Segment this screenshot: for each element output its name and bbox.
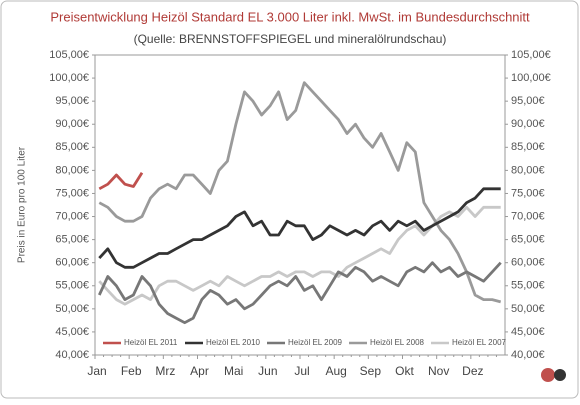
logo: [541, 368, 566, 382]
legend-label: Heizöl EL 2011: [124, 338, 178, 347]
x-tick-label: Feb: [121, 364, 142, 378]
series-line: [98, 261, 502, 325]
y2-tick-label: 95,00€: [511, 95, 545, 107]
x-tick-label: Jan: [87, 364, 106, 378]
y-tick-label: 50,00€: [55, 303, 89, 315]
x-tick-label: Sep: [360, 364, 382, 378]
x-tick-label: Apr: [190, 364, 209, 378]
y-tick-label: 65,00€: [55, 234, 89, 246]
series-line: [98, 187, 501, 269]
y2-tick-label: 105,00€: [511, 49, 551, 61]
chart-subtitle: (Quelle: BRENNSTOFFSPIEGEL und mineralöl…: [134, 32, 447, 46]
chart-title: Preisentwicklung Heizöl Standard EL 3.00…: [50, 9, 530, 24]
y-tick-label: 75,00€: [55, 187, 89, 199]
y-tick-label: 100,00€: [49, 72, 89, 84]
y-tick-label: 45,00€: [55, 326, 89, 338]
y2-tick-label: 75,00€: [511, 187, 545, 199]
series-line: [98, 81, 502, 304]
legend-label: Heizöl EL 2009: [288, 338, 343, 347]
y-tick-label: 90,00€: [55, 118, 89, 130]
y-tick-label: 70,00€: [55, 210, 89, 222]
y2-tick-label: 70,00€: [511, 210, 545, 222]
y-tick-label: 55,00€: [55, 280, 89, 292]
y-tick-label: 80,00€: [55, 164, 89, 176]
y-tick-label: 95,00€: [55, 95, 89, 107]
x-tick-label: Aug: [325, 364, 346, 378]
y-tick-label: 40,00€: [55, 349, 89, 361]
x-tick-label: Dez: [462, 364, 483, 378]
x-tick-label: Mai: [224, 364, 243, 378]
y2-tick-label: 50,00€: [511, 303, 545, 315]
x-tick-label: Okt: [395, 364, 414, 378]
y2-tick-label: 65,00€: [511, 234, 545, 246]
x-tick-label: Jun: [258, 364, 277, 378]
legend-label: Heizöl EL 2008: [370, 338, 425, 347]
y2-tick-label: 80,00€: [511, 164, 545, 176]
series-line: [98, 171, 144, 191]
y2-tick-label: 90,00€: [511, 118, 545, 130]
y-tick-label: 105,00€: [49, 49, 89, 61]
y2-tick-label: 55,00€: [511, 280, 545, 292]
y2-tick-label: 60,00€: [511, 257, 545, 269]
y2-tick-label: 100,00€: [511, 72, 551, 84]
y2-tick-label: 85,00€: [511, 141, 545, 153]
x-tick-label: Nov: [428, 364, 449, 378]
y-tick-label: 60,00€: [55, 257, 89, 269]
plot-area: [94, 54, 506, 356]
y-axis-label: Preis in Euro pro 100 Liter: [17, 146, 28, 263]
legend-label: Heizöl EL 2010: [206, 338, 261, 347]
y-tick-label: 85,00€: [55, 141, 89, 153]
y2-tick-label: 45,00€: [511, 326, 545, 338]
legend-label: Heizöl EL 2007: [452, 338, 507, 347]
x-tick-label: Mrz: [155, 364, 175, 378]
x-tick-label: Jul: [294, 364, 309, 378]
y2-tick-label: 40,00€: [511, 349, 545, 361]
